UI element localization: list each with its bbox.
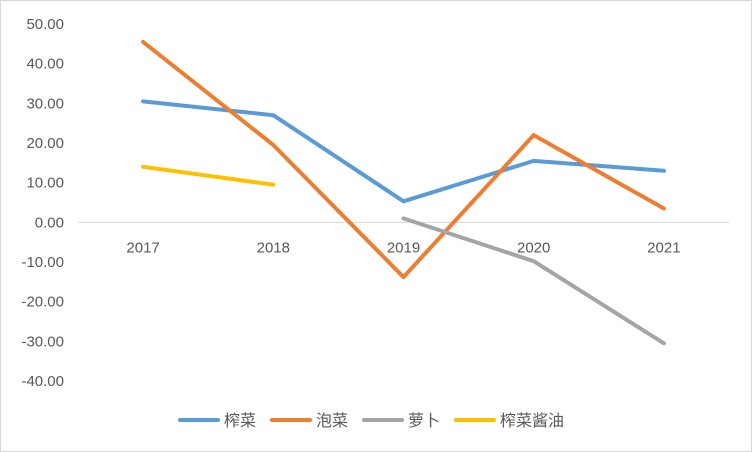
- y-tick-label: -20.00: [21, 294, 64, 311]
- x-tick-label: 2020: [517, 239, 550, 256]
- series-line: [141, 99, 666, 204]
- legend-label: 榨菜酱油: [500, 411, 564, 430]
- y-tick-label: -10.00: [21, 254, 64, 271]
- legend-label: 榨菜: [224, 411, 256, 430]
- series-line: [141, 164, 276, 187]
- legend-item: 泡菜: [270, 411, 348, 430]
- legend-item: 萝卜: [362, 411, 440, 430]
- y-tick-label: 40.00: [26, 56, 64, 73]
- y-axis-ticks: 50.00 40.00 30.00 20.00 10.00 0.00 -10.00 -20.0…: [21, 16, 64, 390]
- series-lines: [141, 39, 666, 346]
- series-line: [401, 216, 666, 346]
- legend-label: 泡菜: [316, 411, 348, 430]
- y-tick-label: -40.00: [21, 373, 64, 390]
- y-tick-label: 10.00: [26, 175, 64, 192]
- legend: 榨菜 泡菜 萝卜 榨菜酱油: [178, 411, 564, 430]
- x-axis-ticks: 2017 2018 2019 2020 2021: [126, 239, 680, 256]
- x-tick-label: 2019: [387, 239, 420, 256]
- x-tick-label: 2017: [126, 239, 159, 256]
- y-tick-label: -30.00: [21, 333, 64, 350]
- y-tick-label: 50.00: [26, 16, 64, 33]
- legend-label: 萝卜: [408, 411, 440, 430]
- y-tick-label: 30.00: [26, 95, 64, 112]
- y-tick-label: 20.00: [26, 135, 64, 152]
- x-tick-label: 2018: [257, 239, 290, 256]
- series-line: [141, 39, 666, 280]
- legend-item: 榨菜: [178, 411, 256, 430]
- y-tick-label: 0.00: [35, 214, 64, 231]
- legend-item: 榨菜酱油: [454, 411, 564, 430]
- x-tick-label: 2021: [647, 239, 680, 256]
